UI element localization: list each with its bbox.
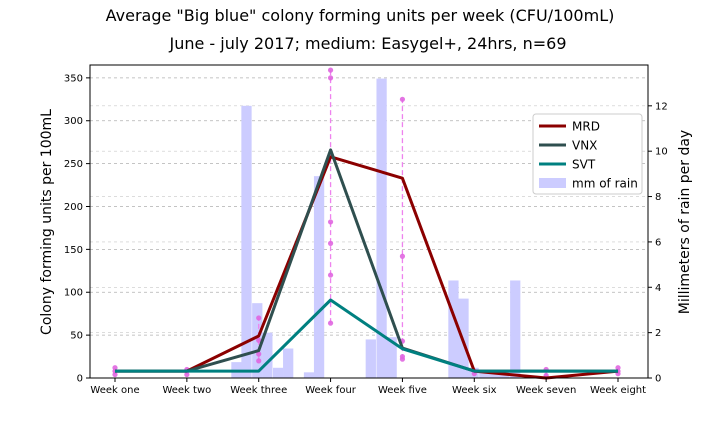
series-lines	[115, 148, 619, 380]
series-line-svt	[115, 298, 618, 373]
chart-title: Average "Big blue" colony forming units …	[106, 6, 615, 25]
y-tick-label: 50	[70, 331, 83, 342]
sample-point	[327, 272, 334, 278]
rain-bar	[448, 280, 459, 378]
sample-point	[615, 365, 621, 371]
y-axis-label: Colony forming units per 100mL	[39, 109, 55, 335]
legend-label-svt: SVT	[572, 158, 596, 172]
y-tick-label: 250	[64, 159, 83, 170]
legend-label-mrd: MRD	[572, 120, 600, 134]
y2-tick-label: 8	[655, 192, 661, 203]
rain-bar	[489, 371, 500, 378]
x-tick-label: Week eight	[590, 385, 646, 396]
sample-point	[327, 67, 334, 73]
rain-bar	[386, 337, 397, 378]
series-line-mrd	[115, 155, 619, 380]
y2-tick-label: 12	[655, 101, 668, 112]
sample-point	[399, 253, 406, 259]
x-tick-label: Week three	[230, 385, 287, 396]
x-tick-label: Week six	[452, 385, 497, 396]
rain-bar	[272, 367, 284, 378]
sample-point	[256, 351, 262, 357]
x-tick-label: Week four	[305, 385, 357, 396]
y-axis-ticks: 0 50 100 150 200 250 300 350	[64, 73, 90, 385]
y-tick-label: 0	[77, 374, 83, 385]
x-tick-label: Week seven	[516, 385, 576, 396]
legend-label-rain: mm of rain	[572, 177, 638, 191]
y2-tick-label: 6	[655, 237, 661, 248]
sample-point	[327, 240, 334, 246]
sample-point	[399, 353, 406, 360]
sample-point	[112, 365, 118, 371]
y2-axis-ticks: 0 2 4 6 8 10 12	[648, 101, 668, 385]
x-axis-ticks: Week one Week two Week three Week four Week …	[90, 378, 646, 396]
y-tick-label: 200	[64, 202, 83, 213]
legend-label-vnx: VNX	[572, 139, 597, 153]
sample-point	[327, 219, 334, 225]
sample-point	[399, 96, 406, 102]
rain-bar	[479, 370, 490, 378]
sample-point	[256, 358, 262, 364]
rain-bar	[510, 280, 521, 378]
y-tick-label: 150	[64, 245, 83, 256]
y-tick-label: 100	[64, 288, 83, 299]
rain-bar	[376, 78, 387, 378]
rain-bar	[365, 339, 376, 378]
chart-subtitle: June - july 2017; medium: Easygel+, 24hr…	[168, 34, 566, 53]
legend: MRD VNX SVT mm of rain	[532, 113, 643, 195]
x-tick-label: Week two	[162, 385, 211, 396]
y2-tick-label: 2	[655, 328, 661, 339]
x-tick-label: Week five	[378, 385, 427, 396]
y-tick-label: 350	[64, 73, 83, 84]
sample-point	[327, 75, 334, 81]
y2-axis-label: Millimeters of rain per day	[677, 130, 693, 314]
rain-bars	[231, 78, 521, 379]
sample-point	[256, 337, 262, 343]
y-tick-label: 300	[64, 116, 83, 127]
x-tick-label: Week one	[90, 385, 139, 396]
y2-tick-label: 0	[655, 374, 661, 385]
rain-bar	[283, 348, 294, 378]
y2-tick-label: 10	[655, 147, 668, 158]
plot-frame	[89, 64, 649, 379]
legend-box	[532, 113, 643, 195]
rain-bar	[262, 332, 273, 378]
legend-swatch-rain	[539, 178, 566, 188]
rain-bar	[303, 372, 315, 378]
y2-tick-label: 4	[655, 283, 661, 294]
sample-point	[256, 315, 262, 321]
rain-bar	[241, 105, 252, 379]
rain-bar	[313, 176, 325, 378]
sample-point	[327, 320, 334, 326]
